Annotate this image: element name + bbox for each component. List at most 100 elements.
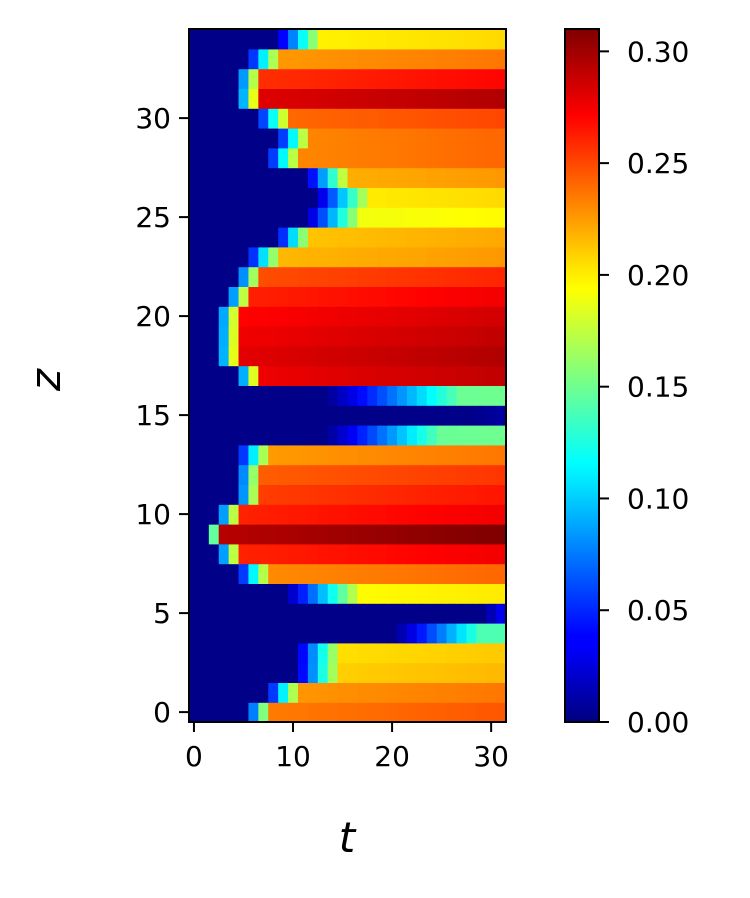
heatmap-cell (426, 68, 438, 89)
heatmap-cell (416, 464, 428, 485)
heatmap-cell (436, 227, 448, 248)
heatmap-cell (268, 48, 279, 70)
heatmap-cell (357, 425, 368, 446)
heatmap-cell (258, 662, 269, 683)
heatmap-cell (297, 68, 309, 89)
x-tick-label: 30 (473, 740, 509, 773)
heatmap-cell (327, 108, 339, 129)
heatmap-cell (248, 702, 259, 723)
heatmap-cell (486, 207, 497, 228)
heatmap-cell (337, 662, 349, 683)
heatmap-cell (357, 88, 368, 109)
heatmap-cell (327, 702, 339, 723)
heatmap-cell (278, 345, 289, 367)
heatmap-cell (476, 365, 487, 386)
heatmap-cell (258, 246, 269, 268)
heatmap-cell (426, 603, 438, 624)
heatmap-cell (357, 326, 368, 347)
heatmap-cell (416, 48, 428, 70)
heatmap-cell (248, 227, 259, 248)
heatmap-cell (327, 128, 339, 149)
heatmap-cell (466, 425, 477, 446)
heatmap-cell (268, 444, 279, 466)
heatmap-cell (456, 167, 467, 188)
heatmap-cell (377, 504, 388, 525)
heatmap-cell (496, 227, 507, 248)
heatmap-cell (297, 682, 309, 703)
heatmap-cell (357, 444, 368, 466)
heatmap-cell (327, 682, 339, 703)
heatmap-cell (268, 662, 279, 683)
heatmap-cell (387, 48, 398, 70)
heatmap-cell (208, 207, 220, 228)
heatmap-cell (327, 88, 339, 109)
heatmap-cell (189, 642, 200, 664)
heatmap-cell (317, 29, 329, 50)
heatmap-cell (436, 29, 448, 50)
heatmap-cell (357, 306, 368, 327)
heatmap-cell (446, 623, 458, 644)
heatmap-cell (297, 187, 309, 208)
heatmap-cell (486, 365, 497, 386)
heatmap-cell (248, 385, 259, 406)
heatmap-cell (238, 662, 250, 683)
heatmap-cell (198, 444, 210, 466)
heatmap-cell (297, 642, 309, 664)
heatmap-cell (397, 484, 408, 505)
heatmap-cell (486, 662, 497, 683)
heatmap-cell (248, 207, 259, 228)
heatmap-cell (218, 504, 230, 525)
heatmap-cell (367, 365, 378, 386)
heatmap-cell (397, 682, 408, 703)
heatmap-cell (406, 108, 418, 129)
heatmap-cell (456, 365, 467, 386)
heatmap-cell (436, 128, 448, 149)
heatmap-cell (416, 345, 428, 367)
heatmap-cell (208, 68, 220, 89)
heatmap-cell (347, 524, 359, 545)
heatmap-cell (347, 187, 359, 208)
heatmap-cell (377, 484, 388, 505)
heatmap-cell (436, 444, 448, 466)
heatmap-cell (218, 444, 230, 466)
heatmap-cell (258, 623, 269, 644)
heatmap-cell (198, 662, 210, 683)
heatmap-cell (317, 405, 329, 426)
heatmap-cell (496, 385, 507, 406)
heatmap-cell (248, 266, 259, 287)
heatmap-cell (426, 365, 438, 386)
heatmap-cell (268, 88, 279, 109)
heatmap-cell (446, 286, 458, 307)
heatmap-cell (486, 326, 497, 347)
heatmap-cell (377, 326, 388, 347)
heatmap-cell (486, 88, 497, 109)
heatmap-cell (198, 147, 210, 169)
heatmap-cell (466, 227, 477, 248)
heatmap-cell (208, 425, 220, 446)
heatmap-cell (268, 108, 279, 129)
heatmap-cell (446, 207, 458, 228)
heatmap-cell (208, 167, 220, 188)
heatmap-cell (387, 563, 398, 584)
heatmap-cell (347, 583, 359, 604)
heatmap-cell (397, 286, 408, 307)
heatmap-cell (496, 682, 507, 703)
heatmap-cell (456, 642, 467, 664)
heatmap-cell (258, 108, 269, 129)
heatmap-cell (317, 642, 329, 664)
heatmap-cell (218, 187, 230, 208)
heatmap-cell (317, 524, 329, 545)
heatmap-cell (238, 642, 250, 664)
heatmap-cell (347, 504, 359, 525)
heatmap-cell (367, 484, 378, 505)
heatmap-cell (228, 108, 240, 129)
heatmap-cell (317, 227, 329, 248)
heatmap-cell (248, 504, 259, 525)
heatmap-cell (426, 246, 438, 268)
heatmap-cell (406, 583, 418, 604)
heatmap-cell (357, 504, 368, 525)
heatmap-cell (476, 464, 487, 485)
heatmap-cell (278, 405, 289, 426)
heatmap-cell (288, 29, 299, 50)
heatmap-cell (198, 365, 210, 386)
